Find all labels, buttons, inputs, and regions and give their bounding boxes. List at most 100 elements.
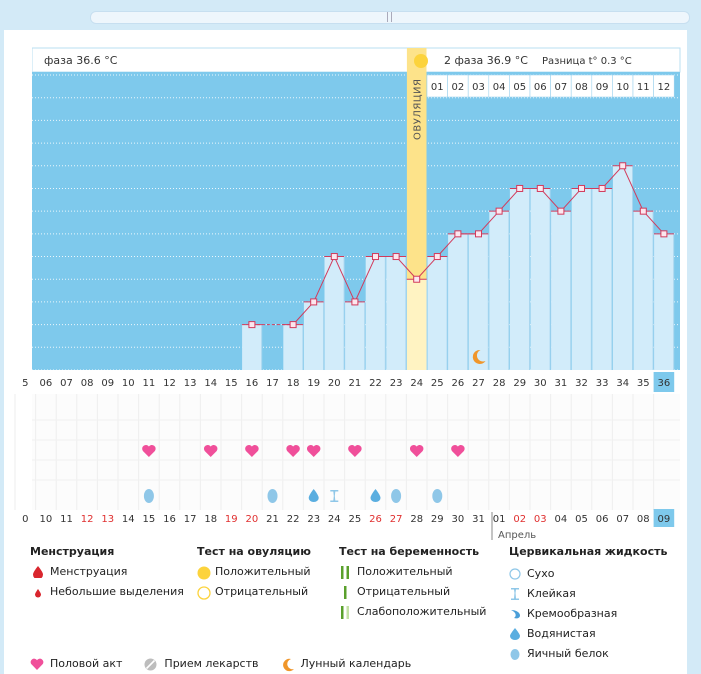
temperature-bar — [427, 256, 448, 370]
watery-drop-icon — [370, 489, 381, 502]
next-day-label: 10 — [616, 82, 629, 93]
next-day-label: 04 — [493, 82, 506, 93]
temperature-segment — [560, 188, 582, 212]
scrollbar-grip-icon[interactable] — [387, 12, 392, 22]
temperature-point — [413, 275, 421, 283]
temperature-bar — [612, 165, 633, 370]
egg-white-drop-icon — [143, 489, 154, 503]
heart-icon — [451, 445, 465, 457]
temperature-bar — [386, 256, 406, 370]
cycle-day-label: 32 — [575, 378, 588, 389]
temperature-point — [619, 162, 627, 170]
calendar-date-label: 13 — [101, 514, 114, 525]
diff-label: Разница t° 0.3 °C — [542, 56, 632, 67]
legend-pregnancy-positive: Положительный — [357, 565, 453, 578]
cycle-day-label: 08 — [81, 378, 94, 389]
temperature-point — [351, 298, 359, 306]
temperature-bar — [365, 256, 386, 370]
calendar-date-label: 09 — [658, 514, 671, 525]
calendar-date-label: 04 — [555, 514, 568, 525]
temperature-segment — [642, 210, 665, 235]
legend-pregnancy-test: Тест на беременность Положительный Отриц… — [339, 545, 486, 625]
legend-cervical-title: Цервикальная жидкость — [509, 545, 668, 558]
next-day-label: 06 — [534, 82, 547, 93]
cycle-day-label: 34 — [616, 378, 629, 389]
cycle-day-labels: 5 06 07 08 09 10 11 12 13 14 15 16 17 18 19 20 21 22 23 24 2… — [22, 372, 675, 392]
heart-icon — [30, 658, 44, 670]
egg-white-drop-icon — [432, 489, 443, 503]
egg-white-drop-icon — [267, 489, 278, 503]
intercourse-marks — [142, 444, 465, 457]
negative-circle-icon — [197, 585, 211, 600]
legend-cervical-dry: Сухо — [527, 567, 555, 580]
calendar-date-label: 20 — [246, 514, 259, 525]
moon-marks — [472, 349, 486, 364]
temperature-point — [433, 253, 441, 261]
calendar-date-label: 06 — [596, 514, 609, 525]
cycle-day-label: 15 — [225, 378, 238, 389]
legend-intercourse: Половой акт — [50, 657, 123, 670]
cycle-day-label: 11 — [143, 378, 156, 389]
current-date-highlight — [653, 509, 675, 527]
calendar-date-label: 15 — [143, 514, 156, 525]
calendar-date-label: 27 — [390, 514, 403, 525]
light-spotting-drop-icon — [32, 586, 44, 598]
legend-cervical: Цервикальная жидкость Сухо Клейкая Кремо… — [509, 545, 667, 667]
legend-menstruation: Менструация Менструация Небольшие выделе… — [30, 545, 184, 605]
positive-circle-icon — [197, 566, 211, 579]
cycle-day-label: 21 — [349, 378, 362, 389]
calendar-date-label: 05 — [575, 514, 588, 525]
calendar-date-label: 07 — [616, 514, 629, 525]
cycle-day-label: 29 — [513, 378, 526, 389]
temperature-segment — [313, 256, 335, 303]
temperature-point — [639, 207, 647, 215]
heart-icon — [203, 445, 218, 457]
cycle-day-label: 09 — [101, 378, 114, 389]
cycle-day-label: 36 — [658, 378, 671, 389]
temperature-segment — [601, 165, 624, 189]
temperature-segment — [539, 188, 562, 212]
temperature-bar — [509, 188, 530, 370]
temperature-segment — [395, 256, 418, 280]
faint-lines-icon — [339, 605, 351, 619]
temperature-bar — [654, 233, 674, 370]
temperature-segment — [478, 210, 500, 235]
sticky-hourglass-icon — [509, 587, 521, 600]
calendar-date-label: 25 — [349, 514, 362, 525]
temperature-bar — [448, 233, 468, 370]
legend-menstruation-title: Менструация — [30, 545, 115, 558]
legend-ovulation-positive: Положительный — [215, 565, 311, 578]
calendar-date-label: 30 — [452, 514, 465, 525]
temperature-point — [578, 184, 585, 192]
calendar-date-label: 02 — [513, 514, 526, 525]
temperature-bar — [489, 211, 509, 370]
cycle-day-label: 23 — [390, 378, 403, 389]
cycle-day-label: 16 — [246, 378, 259, 389]
next-day-label: 01 — [431, 82, 444, 93]
next-day-label: 11 — [637, 82, 650, 93]
pill-icon — [144, 658, 157, 670]
horizontal-scrollbar[interactable] — [90, 11, 690, 24]
heart-icon — [142, 445, 156, 457]
cycle-day-label: 14 — [204, 378, 217, 389]
temperature-point — [660, 230, 668, 238]
cycle-day-label: 10 — [122, 378, 135, 389]
legend-pregnancy-negative: Отрицательный — [357, 585, 451, 598]
legend-cervical-sticky: Клейкая — [527, 587, 576, 600]
next-day-label: 03 — [472, 82, 485, 93]
calendar-date-label: 19 — [225, 514, 238, 525]
legend-ovulation-test: Тест на овуляцию Положительный Отрицател… — [197, 545, 311, 605]
moon-icon — [281, 658, 294, 671]
temperature-bar — [592, 188, 612, 370]
temperature-bar — [303, 301, 324, 370]
temperature-point — [310, 298, 318, 306]
calendar-date-label: 28 — [410, 514, 423, 525]
legend-medication: Прием лекарств — [164, 657, 259, 670]
temperature-bar — [633, 211, 654, 370]
temperature-point — [536, 184, 544, 192]
cycle-day-label: 18 — [287, 378, 300, 389]
next-day-label: 07 — [555, 82, 568, 93]
phase1-label: фаза 36.6 °C — [44, 54, 118, 67]
cycle-day-label: 19 — [307, 378, 320, 389]
cycle-day-label: 30 — [534, 378, 547, 389]
